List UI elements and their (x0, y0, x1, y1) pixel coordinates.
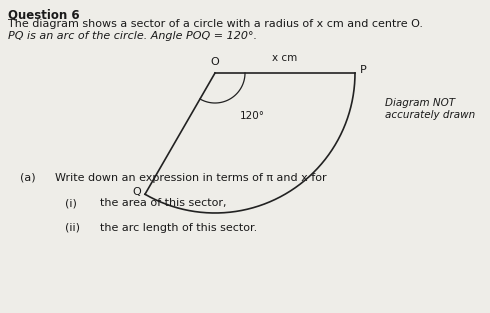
Text: x cm: x cm (272, 53, 297, 63)
Text: Write down an expression in terms of π and x for: Write down an expression in terms of π a… (55, 173, 327, 183)
Text: accurately drawn: accurately drawn (385, 110, 475, 120)
Text: 120°: 120° (240, 111, 265, 121)
Text: (a): (a) (20, 173, 36, 183)
Text: (i): (i) (65, 198, 77, 208)
Text: Question 6: Question 6 (8, 8, 79, 21)
Text: O: O (211, 57, 220, 67)
Text: (ii): (ii) (65, 223, 80, 233)
Text: PQ is an arc of the circle. Angle POQ = 120°.: PQ is an arc of the circle. Angle POQ = … (8, 31, 257, 41)
Text: The diagram shows a sector of a circle with a radius of x cm and centre O.: The diagram shows a sector of a circle w… (8, 19, 423, 29)
Text: Diagram NOT: Diagram NOT (385, 98, 455, 108)
Text: the area of this sector,: the area of this sector, (100, 198, 226, 208)
Text: Q: Q (132, 187, 141, 197)
Text: P: P (360, 65, 367, 75)
Text: the arc length of this sector.: the arc length of this sector. (100, 223, 257, 233)
